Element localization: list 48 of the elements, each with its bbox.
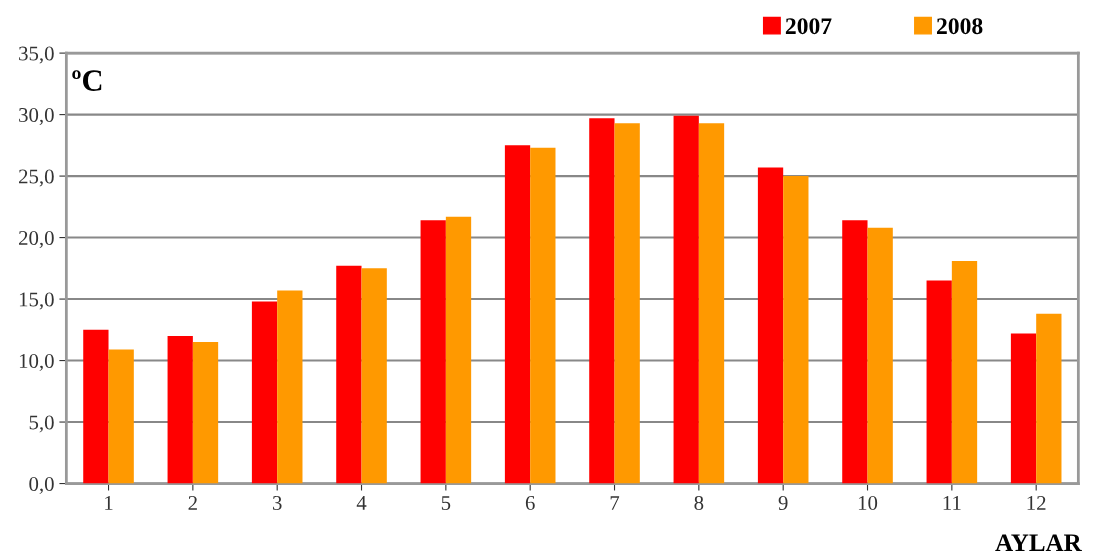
y-tick-label: 30,0	[19, 107, 54, 126]
bar	[108, 349, 134, 484]
x-tick-label: 11	[943, 496, 961, 510]
bar	[83, 329, 109, 484]
y-tick-label: 0,0	[29, 476, 54, 494]
bar	[167, 335, 193, 484]
bar	[530, 147, 556, 484]
x-tick-label: 4	[356, 496, 367, 510]
bar	[867, 227, 893, 484]
bar	[504, 145, 531, 484]
x-tick-label: 7	[610, 496, 620, 510]
bar	[673, 115, 699, 484]
x-tick-label: 5	[441, 496, 451, 510]
bar	[698, 123, 725, 484]
bar	[614, 123, 640, 484]
x-tick-label: 3	[272, 496, 282, 510]
legend-label: 2008	[936, 18, 983, 35]
bar	[783, 176, 809, 484]
x-tick-label: 9	[778, 496, 788, 510]
bar	[420, 220, 446, 484]
y-tick-label: 5,0	[29, 415, 54, 433]
bar	[277, 290, 303, 484]
y-axis-title: ºC	[72, 70, 102, 91]
bar	[842, 220, 868, 484]
bar	[951, 260, 978, 484]
legend-label: 2007	[785, 18, 832, 35]
bar	[1036, 313, 1062, 484]
x-tick-label: 6	[525, 496, 535, 510]
x-tick-label: 1	[105, 496, 113, 510]
y-tick-label: 20,0	[19, 230, 54, 249]
y-tick-label: 35,0	[19, 46, 54, 64]
x-tick-label: 12	[1027, 496, 1046, 510]
bar	[589, 118, 615, 484]
bar	[336, 265, 362, 484]
bar	[757, 167, 784, 484]
bar	[1010, 333, 1037, 484]
x-tick-label: 8	[694, 495, 704, 510]
y-tick-label: 10,0	[19, 353, 54, 371]
y-tick-label: 25,0	[19, 169, 54, 187]
y-tick-label: 15,0	[19, 292, 54, 310]
bar	[445, 216, 472, 484]
bar	[361, 268, 387, 484]
bar	[926, 280, 952, 484]
x-axis-title: AYLAR	[995, 534, 1082, 551]
bar	[192, 342, 219, 484]
bar	[251, 301, 278, 484]
x-tick-label: 2	[188, 496, 197, 510]
x-tick-label: 10	[858, 495, 878, 510]
